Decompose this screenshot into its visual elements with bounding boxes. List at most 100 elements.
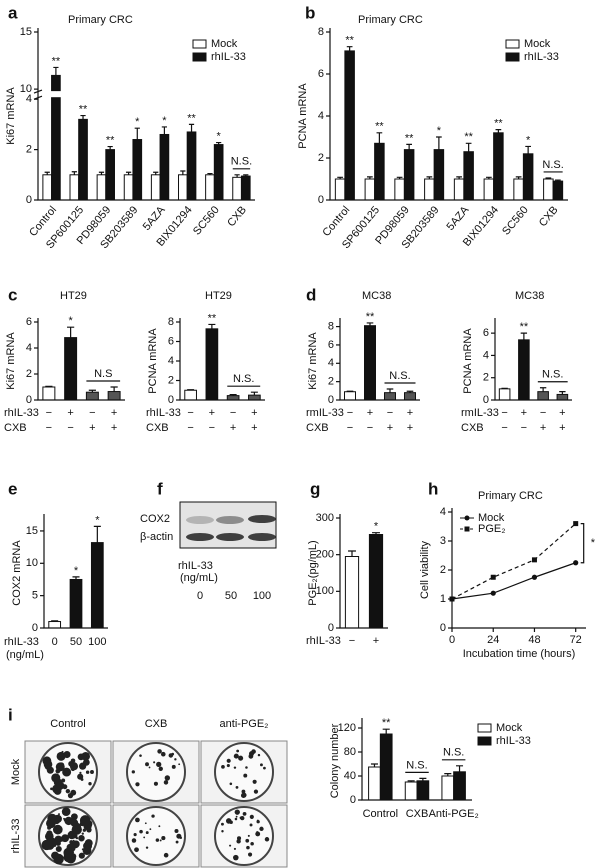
condition-label: rhIL-33 <box>146 407 181 419</box>
colony <box>259 826 264 832</box>
bar <box>105 149 115 201</box>
colony <box>69 762 79 771</box>
line <box>451 523 577 600</box>
marker <box>573 521 579 527</box>
colony <box>234 809 240 815</box>
colony <box>253 789 259 794</box>
bar <box>368 534 384 629</box>
panel-letter: f <box>157 479 163 498</box>
error-bar <box>406 143 412 150</box>
error-bar <box>107 145 113 150</box>
y-axis-label: Ki67 mRNA <box>307 332 319 390</box>
axes <box>361 718 472 801</box>
condition-label: CXB <box>4 422 27 434</box>
error-bar <box>419 777 427 781</box>
colony <box>134 847 139 853</box>
y-axis-label: PCNA mRNA <box>147 328 159 394</box>
colony <box>252 779 257 784</box>
colony <box>246 845 250 850</box>
y-tick-label: 4 <box>318 110 324 122</box>
condition-value: + <box>251 407 257 419</box>
condition-value: + <box>521 407 527 419</box>
blot-lane-label: 0 <box>197 590 203 602</box>
error-bar <box>134 127 140 140</box>
legend-swatch <box>505 39 520 49</box>
colony <box>50 787 53 791</box>
line <box>451 562 576 600</box>
colony <box>82 828 87 832</box>
error-bar <box>495 129 502 133</box>
y-tick-label: 1 <box>440 593 446 605</box>
y-tick-label: 8 <box>328 320 334 332</box>
x-tick-label: 24 <box>487 634 499 646</box>
colony <box>46 766 54 774</box>
y-tick-label: 0 <box>440 622 446 634</box>
error-bar <box>366 322 374 326</box>
blot-row-label: β-actin <box>140 531 173 543</box>
y-tick-label: 0 <box>328 622 334 634</box>
colony <box>243 773 248 778</box>
bar <box>150 174 161 201</box>
colony <box>233 753 239 759</box>
bar <box>498 388 511 401</box>
condition-value: + <box>209 407 215 419</box>
x-tick-label: Anti-PGE₂ <box>429 808 479 820</box>
y-tick-label: 0 <box>32 622 38 634</box>
error-bar <box>207 172 213 175</box>
bar <box>205 174 215 201</box>
bar <box>344 391 356 401</box>
bar <box>69 578 83 629</box>
chart-title: MC38 <box>515 290 544 302</box>
colony <box>257 753 261 757</box>
x-tick-label: 5AZA <box>445 204 472 233</box>
error-bar <box>188 123 195 132</box>
x-tick-label: 72 <box>570 634 582 646</box>
y-axis-label: Ki67 mRNA <box>5 87 17 145</box>
y-axis-label: Ki67 mRNA <box>5 332 17 390</box>
legend-label: Mock <box>211 38 238 50</box>
colony <box>233 854 239 861</box>
bracket-label: N.S. <box>233 373 254 385</box>
significance: ** <box>208 312 217 324</box>
panel-letter: a <box>8 3 18 22</box>
error-bar <box>545 177 552 179</box>
condition-value: − <box>67 422 73 434</box>
x-tick-label: SC560 <box>500 204 531 237</box>
colony <box>84 758 89 762</box>
error-bar <box>396 176 403 179</box>
condition-label: rhIL-33 <box>306 635 341 647</box>
axes <box>37 318 125 401</box>
colony <box>42 840 50 848</box>
axes <box>329 28 568 201</box>
marker <box>531 557 537 563</box>
y-tick-label: 0 <box>26 194 32 206</box>
bar <box>556 393 569 401</box>
condition-value: − <box>501 407 507 419</box>
bracket-label: N.S. <box>542 369 563 381</box>
colony <box>247 834 250 837</box>
error-bar <box>234 174 240 178</box>
colony <box>248 751 255 757</box>
colony <box>242 811 247 816</box>
legend-marker <box>464 515 470 521</box>
colony <box>65 788 71 794</box>
colony <box>131 770 135 774</box>
colony <box>161 836 166 841</box>
bar <box>543 178 554 201</box>
bracket-label: N.S. <box>406 759 427 771</box>
blot-lane-label: 100 <box>253 590 271 602</box>
colony <box>264 837 270 842</box>
colony <box>255 831 261 837</box>
error-bar <box>161 126 168 135</box>
colony <box>240 815 245 821</box>
y-axis-label: PGE₂(pg/mL) <box>307 540 319 605</box>
bar <box>522 153 534 201</box>
significance: * <box>74 565 79 577</box>
y-tick-label: 10 <box>20 83 32 95</box>
colony <box>81 752 90 761</box>
legend-swatch <box>192 52 207 62</box>
condition-value: + <box>89 422 95 434</box>
error-bar <box>367 176 373 179</box>
axes <box>43 514 108 629</box>
